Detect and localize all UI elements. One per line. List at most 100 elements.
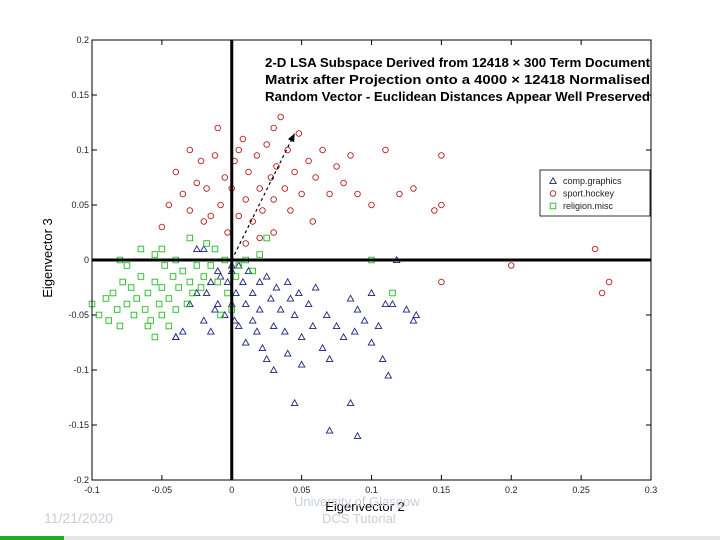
sport-hockey-point (239, 135, 247, 143)
sport-hockey-point (281, 185, 289, 192)
footer-date: 11/21/2020 (44, 510, 114, 526)
comp-graphics-point (353, 431, 362, 440)
legend-box (539, 169, 651, 217)
comp-graphics-point (255, 277, 264, 286)
comp-graphics-point (412, 310, 421, 319)
comp-graphics-point (280, 327, 289, 335)
comp-graphics-point (346, 294, 355, 302)
legend-marker (549, 202, 557, 210)
sport-hockey-point (354, 190, 361, 198)
comp-graphics-point (211, 305, 219, 313)
religion-misc-point (158, 245, 166, 253)
religion-misc-point (235, 262, 242, 269)
sport-hockey-point (256, 185, 263, 192)
sport-hockey-point (267, 174, 275, 181)
sport-hockey-point (193, 179, 201, 187)
sport-hockey-point (217, 201, 224, 209)
religion-misc-point (169, 273, 177, 280)
sport-hockey-point (165, 201, 173, 209)
comp-graphics-point (171, 332, 180, 341)
sport-hockey-point (438, 152, 445, 159)
religion-misc-point (256, 251, 263, 258)
sport-hockey-point (598, 289, 606, 297)
comp-graphics-point (378, 354, 387, 363)
comp-graphics-point (304, 299, 313, 308)
comp-graphics-point (286, 294, 295, 302)
religion-misc-point (113, 306, 121, 313)
religion-misc-point (130, 311, 138, 319)
religion-misc-point (144, 322, 152, 330)
y-axis-label: Eigenvector 3 (40, 218, 55, 298)
comp-graphics-point (238, 277, 247, 286)
religion-misc-point (197, 284, 205, 291)
comp-graphics-point (388, 299, 397, 308)
footer-department: DCS Tutorial (322, 511, 396, 526)
legend-label: religion.misc (563, 201, 614, 211)
legend-marker (549, 176, 557, 185)
sport-hockey-point (382, 146, 389, 154)
comp-graphics-point (206, 327, 215, 335)
sport-hockey-point (253, 152, 261, 159)
comp-graphics-point (178, 327, 187, 335)
religion-misc-point (137, 273, 145, 280)
sport-hockey-point (186, 146, 194, 154)
sport-hockey-point (197, 157, 205, 165)
religion-misc-point (109, 289, 117, 297)
comp-graphics-point (290, 310, 299, 319)
sport-hockey-point (591, 245, 599, 253)
comp-graphics-point (234, 321, 243, 330)
religion-misc-point (189, 289, 196, 297)
sport-hockey-point (347, 152, 354, 159)
sport-hockey-point (326, 190, 333, 198)
sport-hockey-point (305, 157, 312, 165)
religion-misc-point (155, 300, 163, 308)
religion-misc-point (214, 278, 222, 286)
y-tick-label: 0 (84, 255, 89, 265)
sport-hockey-point (284, 146, 291, 154)
y-tick-label: -0.05 (68, 310, 89, 320)
sport-hockey-point (270, 196, 277, 203)
sport-hockey-point (287, 207, 294, 214)
sport-hockey-point (333, 163, 340, 170)
comp-graphics-point (255, 305, 264, 313)
comp-graphics-point (339, 332, 348, 341)
comp-graphics-point (241, 338, 250, 346)
y-tick-label: 0.1 (76, 145, 89, 155)
comp-graphics-point (216, 272, 225, 280)
sport-hockey-point (298, 190, 305, 198)
religion-misc-point (193, 262, 201, 269)
religion-misc-point (151, 278, 159, 286)
religion-misc-point (161, 262, 168, 269)
x-tick-label: 0.25 (572, 485, 590, 495)
y-tick-label: 0.2 (76, 35, 89, 45)
comp-graphics-point (252, 327, 261, 335)
religion-misc-point (207, 262, 215, 269)
x-axis-label: Eigenvector 2 (325, 499, 405, 514)
legend-label: sport.hockey (563, 189, 615, 199)
comp-graphics-point (272, 283, 281, 291)
sport-hockey-point (211, 152, 219, 159)
comp-graphics-point (325, 354, 334, 363)
sport-hockey-point (203, 185, 210, 192)
comp-graphics-point (192, 244, 201, 253)
sport-hockey-point (319, 146, 326, 154)
religion-misc-point (186, 278, 194, 286)
religion-misc-point (102, 295, 110, 302)
comp-graphics-point (322, 310, 331, 319)
religion-misc-point (165, 322, 173, 330)
sport-hockey-point (340, 179, 347, 187)
comp-graphics-point (199, 316, 208, 324)
religion-misc-point (232, 273, 240, 280)
projection-arrow-head (287, 133, 295, 143)
religion-misc-point (141, 306, 149, 313)
comp-graphics-point (367, 338, 376, 346)
religion-misc-point (147, 317, 154, 324)
comp-graphics-point (409, 316, 418, 324)
comp-graphics-point (231, 288, 240, 297)
x-tick-label: 0 (229, 485, 234, 495)
y-tick-label: -0.2 (73, 475, 89, 485)
sport-hockey-point (158, 223, 166, 231)
religion-misc-point (263, 234, 270, 242)
religion-misc-point (211, 245, 219, 253)
